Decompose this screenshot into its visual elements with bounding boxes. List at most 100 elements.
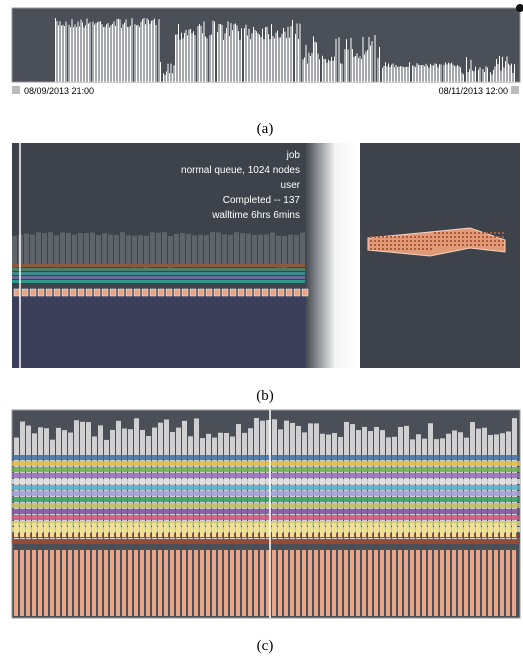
node-cell: [134, 289, 140, 296]
node-column: [302, 523, 306, 537]
activity-bar: [468, 72, 469, 82]
node-cell: [238, 289, 244, 296]
node-column: [482, 523, 486, 537]
activity-bar: [255, 30, 256, 82]
node-column: [386, 550, 390, 616]
node-dot: [482, 240, 484, 242]
activity-bar: [156, 25, 157, 82]
activity-bar: [150, 24, 151, 82]
activity-bar: [511, 64, 512, 82]
node-cell: [54, 289, 60, 296]
node-column: [296, 550, 300, 616]
usage-band: [12, 467, 520, 472]
activity-bar: [348, 49, 349, 82]
calendar-icon[interactable]: [511, 86, 519, 94]
usage-bar: [114, 235, 119, 267]
activity-bar: [132, 18, 133, 82]
activity-bar: [87, 19, 88, 82]
node-column: [272, 550, 276, 616]
activity-bar: [333, 61, 334, 82]
activity-bar: [273, 36, 274, 82]
activity-bar: [175, 35, 176, 82]
node-dot: [378, 248, 380, 250]
activity-bar: [93, 22, 94, 82]
node-dot: [430, 244, 432, 246]
usage-bar: [96, 235, 101, 267]
activity-bar: [307, 64, 308, 82]
activity-bar: [246, 25, 247, 82]
node-column: [512, 523, 516, 537]
node-column: [86, 550, 90, 616]
node-column: [356, 550, 360, 616]
node-dot: [482, 244, 484, 246]
activity-bar: [435, 63, 436, 82]
node-dot: [430, 240, 432, 242]
activity-bar: [90, 22, 91, 82]
node-dot: [494, 232, 496, 234]
node-column: [506, 523, 510, 537]
activity-bar: [202, 33, 203, 82]
activity-bar: [457, 65, 458, 82]
activity-bar: [195, 35, 196, 82]
node-dot: [378, 236, 380, 238]
activity-bar: [460, 67, 461, 82]
node-cell: [262, 289, 268, 296]
activity-bar: [258, 33, 259, 82]
activity-bar: [292, 20, 293, 82]
activity-bar: [178, 24, 179, 82]
node-column: [248, 550, 252, 616]
activity-bar: [291, 26, 292, 82]
node-column: [380, 550, 384, 616]
node-column: [194, 550, 198, 616]
usage-band: [12, 264, 305, 267]
activity-bar: [508, 64, 509, 82]
activity-bar: [372, 41, 373, 82]
activity-bar: [256, 31, 257, 82]
calendar-icon[interactable]: [12, 86, 20, 94]
activity-bar: [198, 26, 199, 82]
activity-bar: [78, 22, 79, 82]
node-column: [326, 550, 330, 616]
usage-bar: [222, 234, 227, 266]
activity-bar: [126, 19, 127, 82]
activity-bar: [315, 42, 316, 82]
activity-bar: [210, 35, 211, 82]
usage-band: [12, 503, 520, 508]
node-column: [62, 550, 66, 616]
node-column: [74, 523, 78, 537]
node-dot: [490, 232, 492, 234]
node-column: [320, 550, 324, 616]
node-dot: [382, 244, 384, 246]
usage-bar: [120, 232, 125, 264]
activity-bar: [64, 26, 65, 82]
node-column: [446, 550, 450, 616]
activity-bar: [498, 64, 499, 82]
figure: 08/09/2013 21:00 08/11/2013 12:00 (a) jo…: [0, 0, 523, 659]
activity-bar: [259, 35, 260, 82]
timeline-panel: [12, 8, 520, 82]
activity-bar: [205, 36, 206, 82]
node-dot: [478, 244, 480, 246]
activity-bar: [193, 31, 194, 82]
caption: (c): [257, 638, 274, 654]
usage-bar: [126, 235, 131, 267]
node-column: [218, 523, 222, 537]
activity-bar: [139, 27, 140, 82]
node-dot: [394, 248, 396, 250]
node-dot: [498, 232, 500, 234]
caption: (b): [256, 388, 274, 404]
activity-bar: [129, 27, 130, 82]
node-column: [500, 523, 504, 537]
activity-bar: [487, 68, 488, 82]
node-column: [464, 550, 468, 616]
usage-bar: [48, 232, 53, 264]
node-dot: [458, 240, 460, 242]
activity-bar: [163, 73, 164, 82]
node-column: [56, 523, 60, 537]
node-column: [470, 523, 474, 537]
node-column: [494, 550, 498, 616]
activity-bar: [361, 59, 362, 82]
activity-bar: [121, 28, 122, 82]
node-column: [422, 523, 426, 537]
node-dot: [418, 248, 420, 250]
